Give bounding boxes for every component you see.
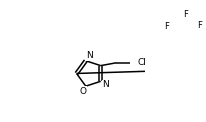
Text: Cl: Cl [137,58,146,67]
Text: F: F [164,22,169,31]
Text: O: O [80,87,87,96]
Text: N: N [86,51,93,60]
Text: N: N [102,80,109,89]
Text: F: F [183,10,188,19]
Text: F: F [197,21,201,30]
